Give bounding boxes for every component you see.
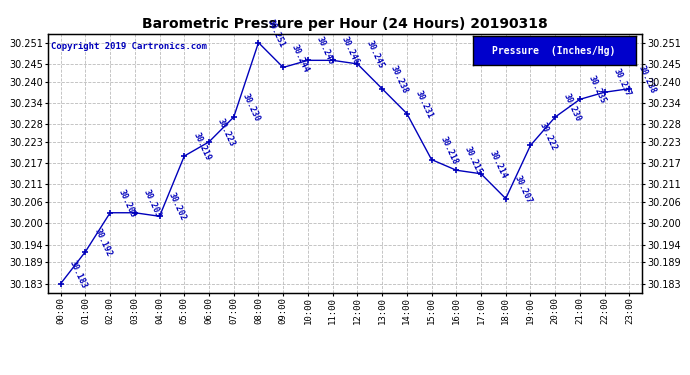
- Text: 30.230: 30.230: [562, 92, 583, 123]
- Text: 30.183: 30.183: [68, 259, 88, 290]
- Text: 30.230: 30.230: [241, 92, 262, 123]
- Title: Barometric Pressure per Hour (24 Hours) 20190318: Barometric Pressure per Hour (24 Hours) …: [142, 17, 548, 31]
- Text: 30.246: 30.246: [315, 36, 336, 66]
- Text: 30.223: 30.223: [216, 117, 237, 148]
- Text: Copyright 2019 Cartronics.com: Copyright 2019 Cartronics.com: [51, 42, 207, 51]
- Text: 30.245: 30.245: [364, 39, 385, 70]
- Text: 30.202: 30.202: [166, 192, 188, 222]
- Text: 30.218: 30.218: [438, 135, 460, 166]
- Text: 30.246: 30.246: [339, 36, 360, 66]
- Text: 30.237: 30.237: [611, 68, 633, 98]
- Text: 30.238: 30.238: [389, 64, 410, 95]
- Text: 30.219: 30.219: [191, 131, 212, 162]
- Text: 30.235: 30.235: [586, 75, 608, 105]
- Text: 30.192: 30.192: [92, 227, 113, 258]
- Text: 30.215: 30.215: [463, 146, 484, 176]
- Text: 30.222: 30.222: [538, 121, 558, 152]
- Text: 30.203: 30.203: [141, 188, 163, 219]
- Text: 30.203: 30.203: [117, 188, 138, 219]
- Text: 30.251: 30.251: [266, 18, 286, 49]
- Text: 30.231: 30.231: [414, 88, 435, 120]
- Text: 30.238: 30.238: [636, 64, 657, 95]
- Text: 30.244: 30.244: [290, 43, 311, 74]
- Text: 30.214: 30.214: [488, 149, 509, 180]
- Text: 30.207: 30.207: [513, 174, 533, 205]
